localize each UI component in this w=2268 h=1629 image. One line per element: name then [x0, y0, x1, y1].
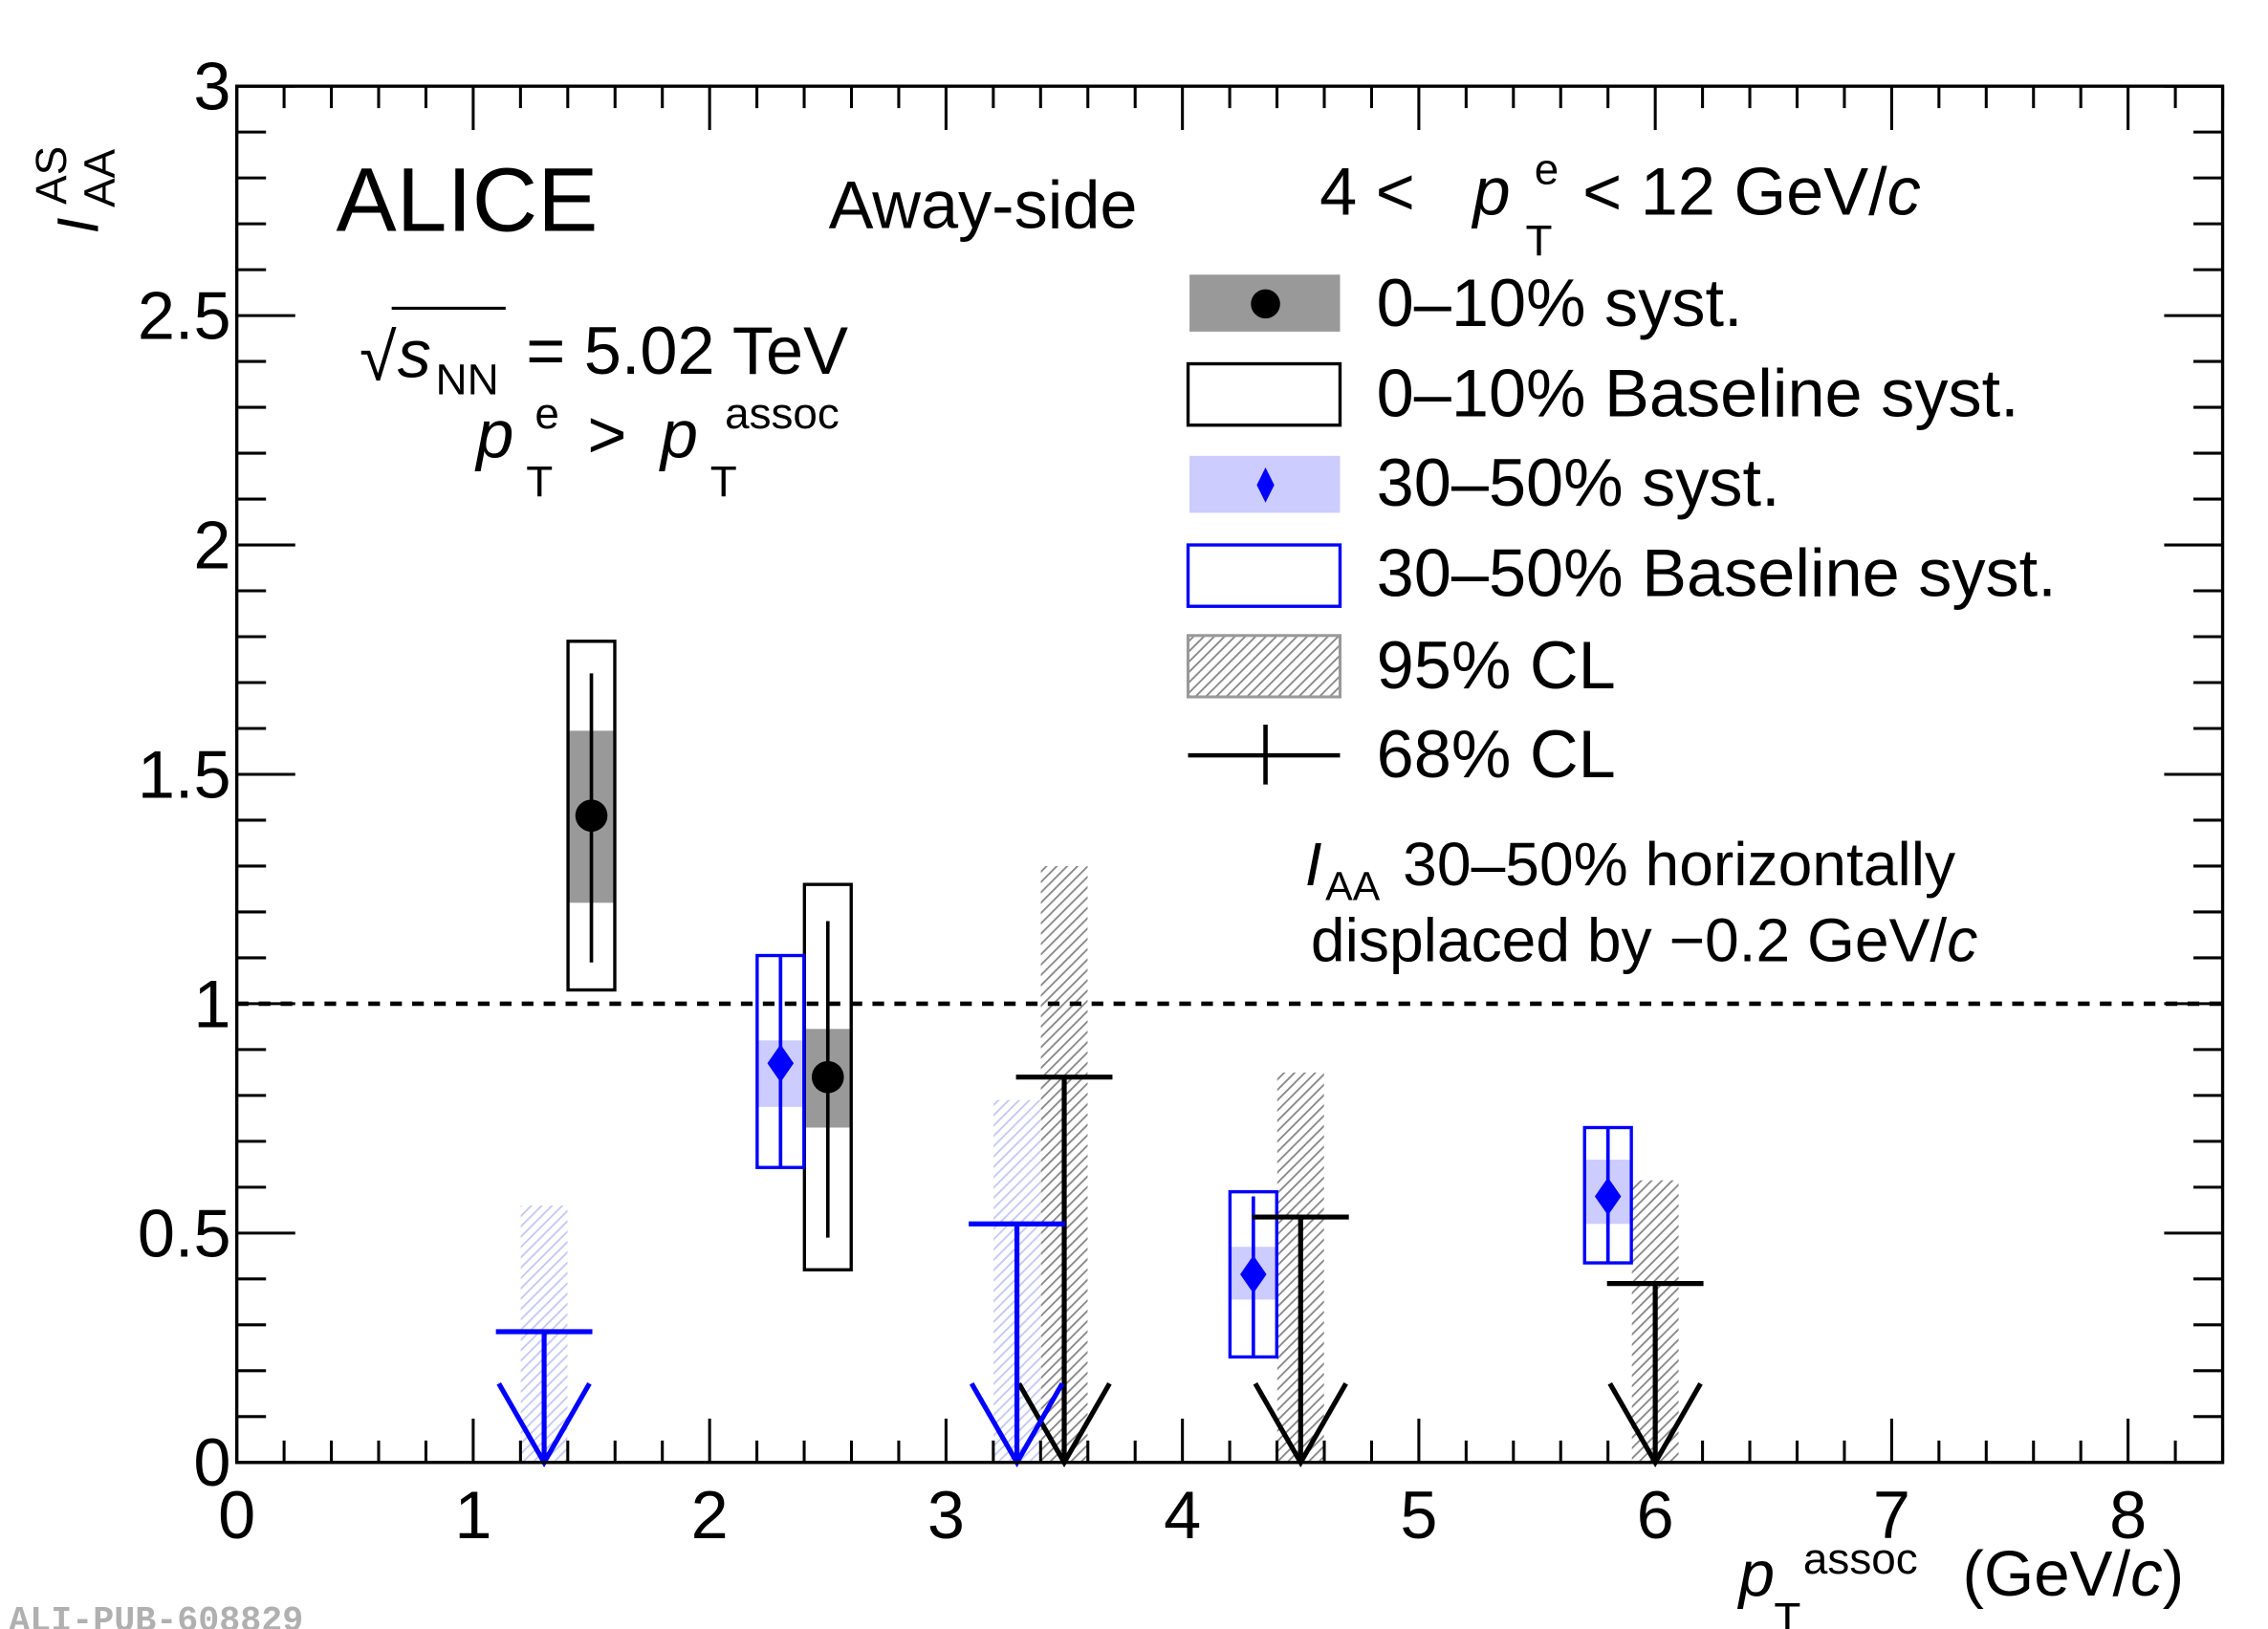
legend-item-central-syst: 0–10% syst.	[1189, 265, 1743, 340]
trigger-range-high: < 12 GeV/c	[1582, 154, 1921, 229]
trigger-pt: p	[1472, 154, 1511, 229]
y-axis-label-sub: AA	[75, 148, 123, 207]
y-tick-label: 1.5	[138, 736, 231, 812]
watermark: ALI-PUB-608829	[9, 1602, 303, 1629]
legend-item-cl68: 68% CL	[1188, 716, 1616, 792]
energy-s: s	[398, 315, 431, 391]
cut-pt-sub: T	[526, 458, 553, 507]
legend-circle-marker-icon	[1251, 289, 1280, 319]
away-side-label: Away-side	[829, 166, 1138, 242]
legend-swatch-blue-open-box	[1186, 543, 1342, 608]
baseline-box	[566, 640, 617, 992]
y-tick-label: 0	[193, 1424, 230, 1500]
energy-sub: NN	[435, 356, 498, 404]
energy-label: √ s NN = 5.02 TeV	[360, 306, 848, 404]
y-tick-label: 2	[193, 507, 230, 582]
trigger-range-low: 4 <	[1319, 154, 1415, 229]
y-tick-label: 0.5	[138, 1195, 231, 1271]
y-tick-label: 2.5	[138, 278, 231, 354]
trigger-pt-sup: e	[1535, 145, 1559, 194]
y-axis-label: I	[45, 218, 110, 234]
trigger-range-label: 4 < p T e < 12 GeV/c	[1319, 145, 1921, 266]
legend: 0–10% syst. 0–10% Baseline syst. 30–50% …	[1186, 265, 2057, 792]
cut-assoc-pt-sub: T	[710, 458, 737, 507]
cut-assoc-pt: p	[659, 396, 698, 471]
x-tick-label: 3	[927, 1477, 965, 1553]
x-tick-label: 0	[218, 1477, 255, 1553]
legend-label: 0–10% Baseline syst.	[1377, 356, 2019, 431]
upper-limit-arrows	[495, 1075, 1704, 1467]
data-point-diamond	[767, 1044, 795, 1083]
cut-gt: >	[587, 396, 626, 471]
x-tick-label: 5	[1400, 1477, 1437, 1553]
energy-value: = 5.02 TeV	[526, 313, 848, 388]
legend-label: 95% CL	[1377, 627, 1616, 703]
y-tick-label: 3	[193, 49, 230, 124]
y-axis-title: I AA AS	[27, 146, 123, 234]
x-axis-unit-open: (GeV/	[1963, 1538, 2131, 1610]
legend-label: 30–50% Baseline syst.	[1377, 535, 2057, 611]
note-line2: displaced by −0.2 GeV/c	[1311, 906, 1977, 975]
note-line1: 30–50% horizontally	[1403, 830, 1955, 899]
trigger-range-c: c	[1887, 154, 1921, 229]
legend-swatch-open-box	[1186, 361, 1342, 427]
trigger-pt-sub: T	[1526, 216, 1553, 265]
trigger-range-high-text: < 12 GeV/	[1582, 154, 1887, 229]
y-axis-label-sup: AS	[27, 146, 76, 205]
note-iaa: I	[1305, 830, 1322, 899]
x-axis-unit-c: c	[2130, 1538, 2163, 1610]
note-line2-c: c	[1947, 906, 1977, 975]
note-line2-text: displaced by −0.2 GeV/	[1311, 906, 1947, 975]
x-tick-label: 6	[1637, 1477, 1674, 1553]
legend-item-semi-syst: 30–50% syst.	[1189, 445, 1780, 520]
legend-label: 68% CL	[1377, 716, 1616, 792]
x-axis-unit-close: )	[2163, 1538, 2184, 1610]
cut-assoc-pt-sup: assoc	[725, 389, 840, 438]
legend-item-cl95: 95% CL	[1187, 627, 1616, 703]
cut-pt: p	[474, 396, 513, 471]
legend-item-central-baseline: 0–10% Baseline syst.	[1186, 356, 2019, 431]
legend-item-semi-baseline: 30–50% Baseline syst.	[1186, 535, 2057, 611]
x-axis-label-sub: T	[1774, 1595, 1800, 1629]
x-axis-unit: (GeV/c)	[1963, 1538, 2185, 1610]
sqrt-symbol: √	[360, 318, 397, 394]
legend-swatch-hatched-box	[1187, 634, 1342, 699]
legend-label: 0–10% syst.	[1377, 265, 1743, 340]
x-tick-label: 4	[1164, 1477, 1201, 1553]
data-point-circle	[811, 1060, 844, 1094]
cut-pt-sup: e	[534, 389, 559, 438]
y-tick-label: 1	[193, 966, 230, 1041]
x-axis-label-sup: assoc	[1803, 1534, 1918, 1583]
data-point-diamond	[1594, 1177, 1622, 1216]
x-tick-label: 8	[2109, 1477, 2147, 1553]
tick-labels: 0 1 2 3 4 5 6 7 8 0 0.5 1 1.5 2 2.5 3	[138, 49, 2147, 1553]
pt-cut-label: p T e > p T assoc	[474, 389, 840, 507]
displacement-note: I AA 30–50% horizontally displaced by −0…	[1305, 830, 1978, 974]
x-tick-label: 2	[691, 1477, 729, 1553]
x-axis-label: p	[1737, 1538, 1775, 1610]
syst-boxes	[568, 730, 1632, 1300]
legend-label: 30–50% syst.	[1377, 445, 1780, 520]
data-point-circle	[575, 799, 608, 832]
x-tick-label: 1	[454, 1477, 491, 1553]
axis-ticks	[235, 84, 2225, 1465]
experiment-label: ALICE	[337, 149, 599, 250]
x-tick-label: 7	[1873, 1477, 1910, 1553]
note-iaa-sub: AA	[1325, 863, 1381, 909]
x-axis-title: p T assoc (GeV/c)	[1737, 1534, 2184, 1629]
